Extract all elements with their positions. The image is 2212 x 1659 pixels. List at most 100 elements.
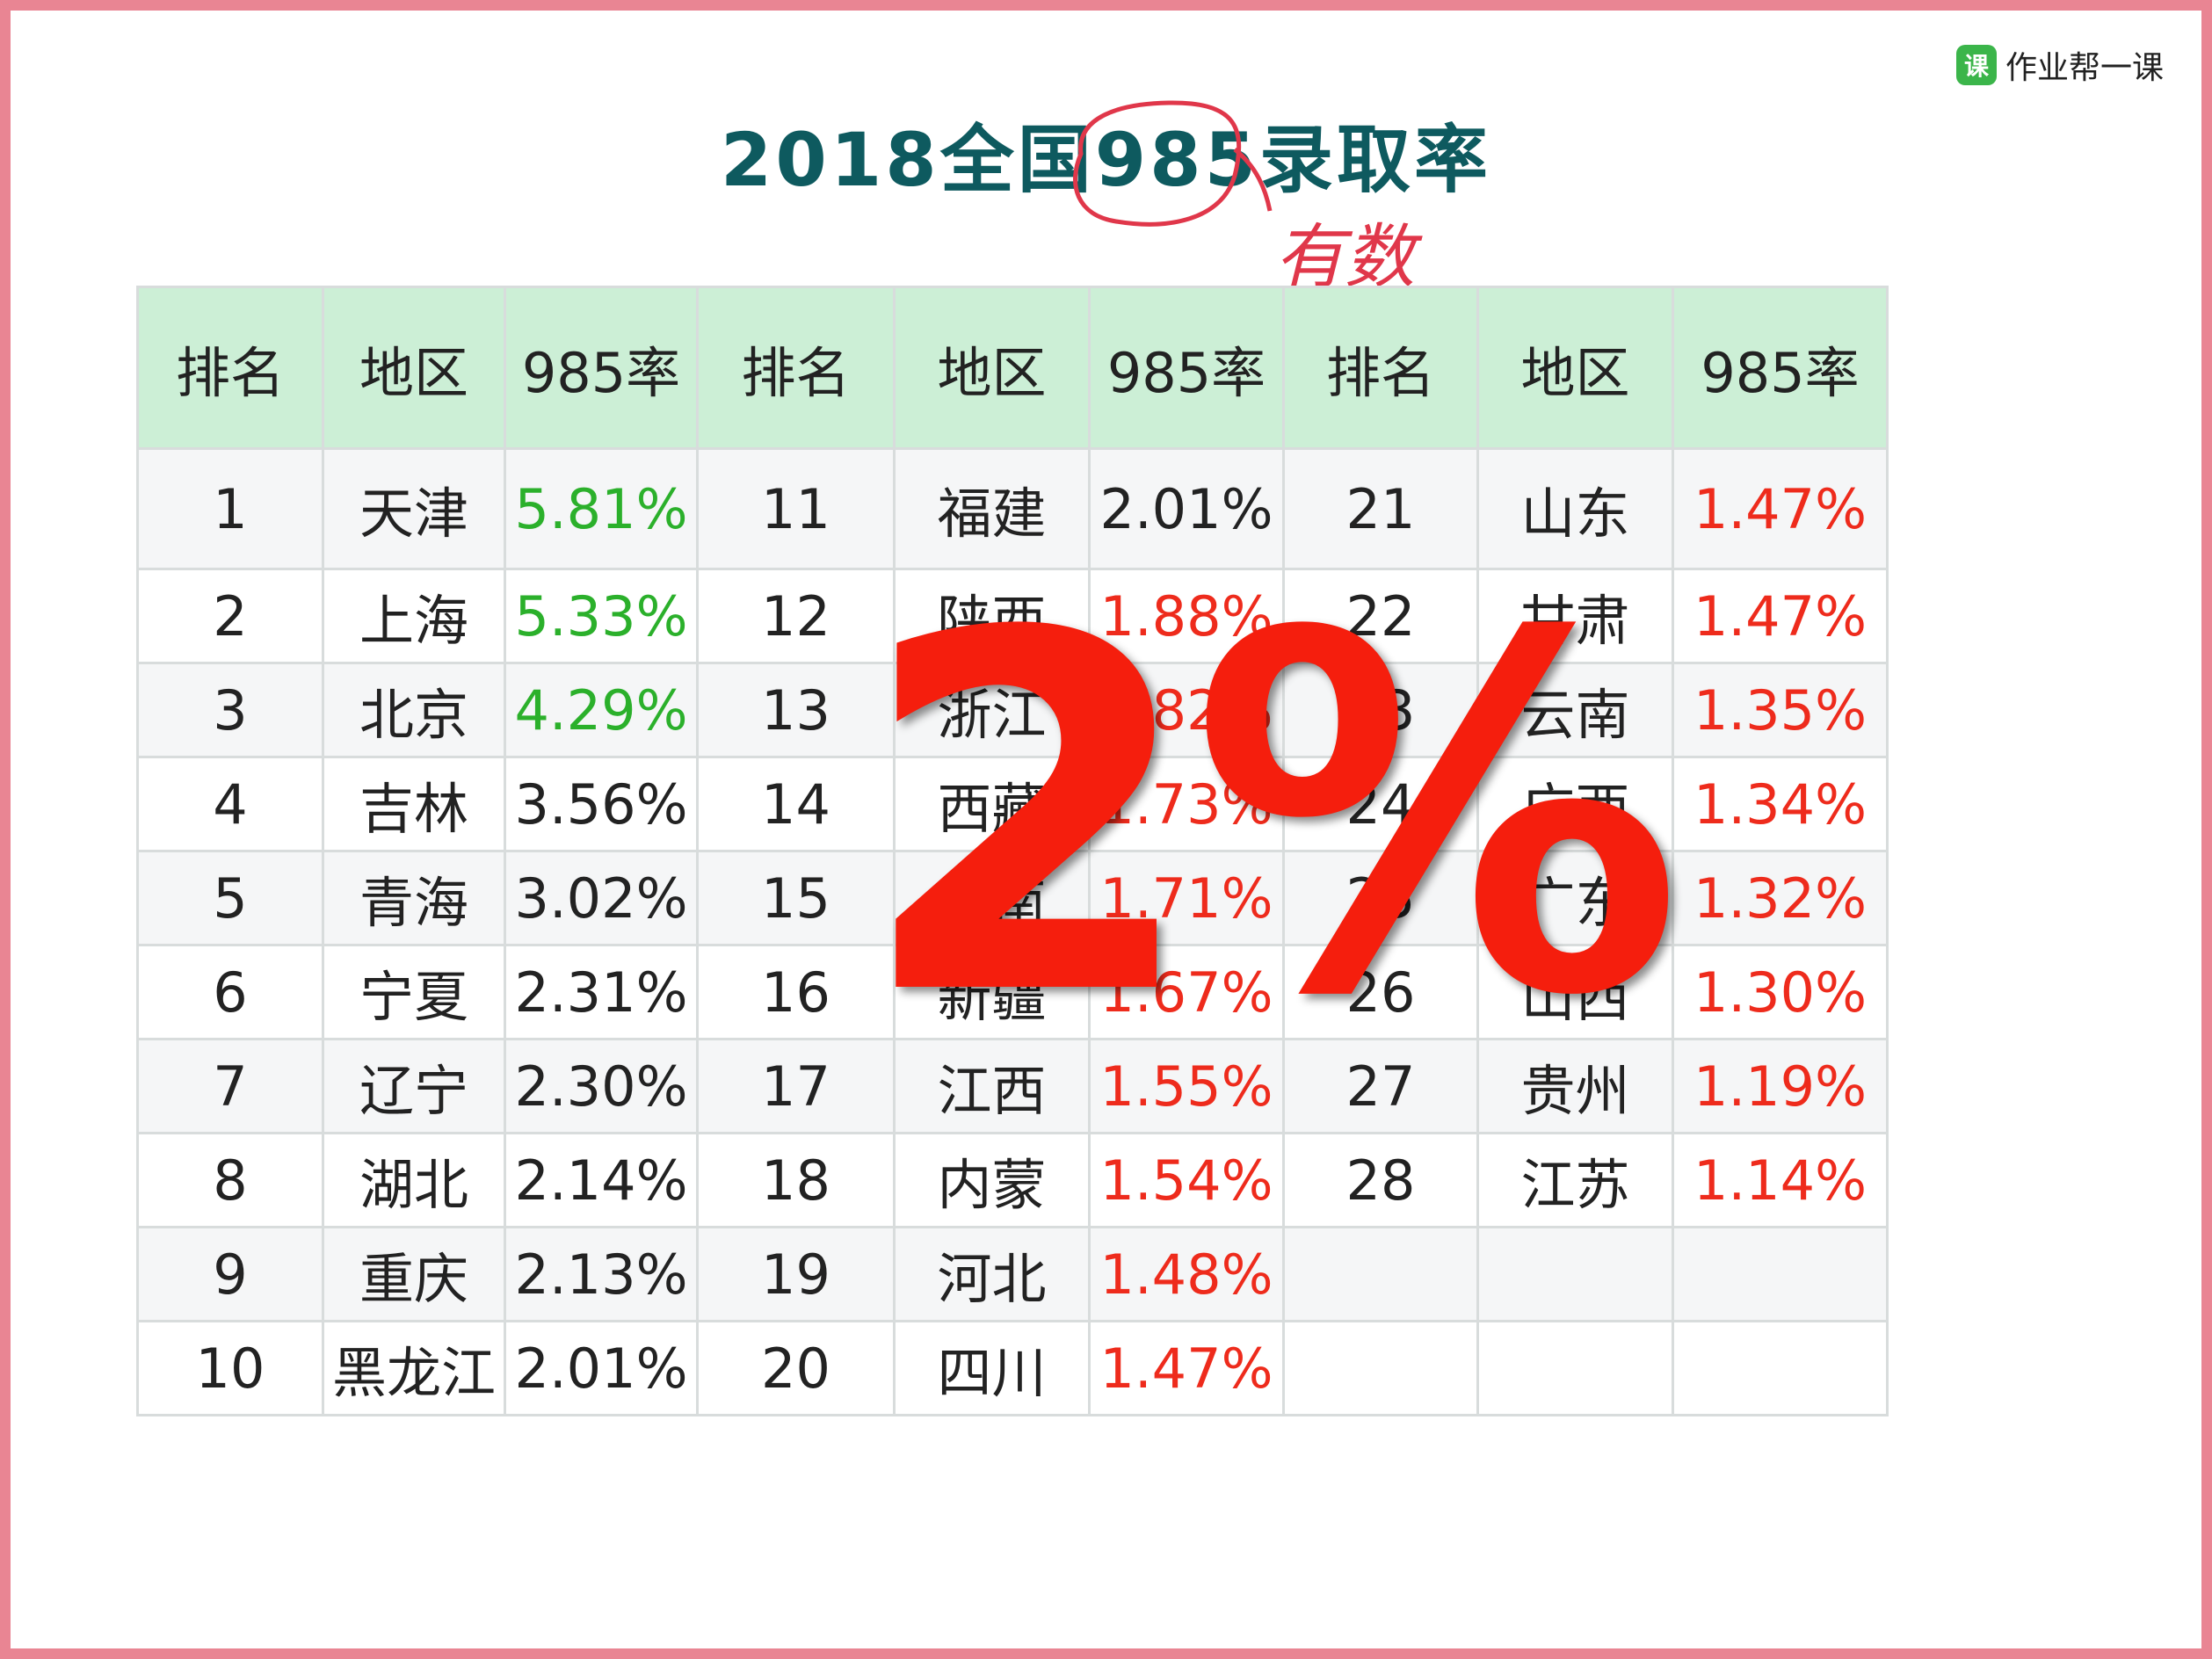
page-title: 2018全国985录取率 [720, 117, 1492, 203]
cell-rank: 4 [136, 756, 324, 852]
cell-region: 湖北 [322, 1132, 506, 1228]
cell-rate: 1.71% [1088, 850, 1285, 946]
cell-region: 天津 [322, 447, 506, 570]
cell-rank: 11 [696, 447, 896, 570]
cell-rate: 1.47% [1672, 447, 1889, 570]
cell-region: 上海 [322, 568, 506, 664]
cell-rank: 12 [696, 568, 896, 664]
cell-region: 云南 [1476, 662, 1674, 758]
column-header: 地区 [893, 286, 1091, 450]
column-header: 985率 [1088, 286, 1285, 450]
table-row: 10 黑龙江 2.01% 20 四川 1.47% [136, 1320, 1889, 1416]
cell-rank: 5 [136, 850, 324, 946]
cell-rank: 16 [696, 944, 896, 1040]
cell-region [1476, 1226, 1674, 1322]
table-row: 8 湖北 2.14% 18 内蒙 1.54% 28 江苏 1.14% [136, 1132, 1889, 1228]
cell-region: 重庆 [322, 1226, 506, 1322]
cell-region: 贵州 [1476, 1038, 1674, 1134]
cell-rank: 23 [1282, 662, 1479, 758]
column-header: 985率 [504, 286, 699, 450]
table-row: 5 青海 3.02% 15 湖南 1.71% 25 广东 1.32% [136, 850, 1889, 946]
cell-region: 福建 [893, 447, 1091, 570]
cell-rate: 1.19% [1672, 1038, 1889, 1134]
cell-rate: 1.35% [1672, 662, 1889, 758]
cell-rate: 1.47% [1088, 1320, 1285, 1416]
cell-rate [1672, 1320, 1889, 1416]
cell-rate: 2.30% [504, 1038, 699, 1134]
cell-rate: 1.55% [1088, 1038, 1285, 1134]
cell-region: 宁夏 [322, 944, 506, 1040]
cell-rate: 1.67% [1088, 944, 1285, 1040]
cell-region: 广西 [1476, 756, 1674, 852]
cell-rank: 19 [696, 1226, 896, 1322]
cell-rate: 1.14% [1672, 1132, 1889, 1228]
cell-region: 内蒙 [893, 1132, 1091, 1228]
cell-region: 西藏 [893, 756, 1091, 852]
table-body: 1 天津 5.81% 11 福建 2.01% 21 山东 1.47% 2 上海 5.33% 12 陕西 1.… [136, 447, 1889, 1416]
cell-region: 河北 [893, 1226, 1091, 1322]
column-header: 排名 [696, 286, 896, 450]
cell-rank: 17 [696, 1038, 896, 1134]
cell-rate: 1.54% [1088, 1132, 1285, 1228]
cell-rank: 22 [1282, 568, 1479, 664]
cell-rank: 27 [1282, 1038, 1479, 1134]
cell-region: 北京 [322, 662, 506, 758]
cell-rate: 2.13% [504, 1226, 699, 1322]
cell-rate: 1.48% [1088, 1226, 1285, 1322]
cell-region: 浙江 [893, 662, 1091, 758]
cell-rank: 10 [136, 1320, 324, 1416]
column-header: 地区 [322, 286, 506, 450]
overlay-percentage: 2% [857, 531, 1684, 1104]
cell-region: 陕西 [893, 568, 1091, 664]
cell-rank: 8 [136, 1132, 324, 1228]
cell-region: 四川 [893, 1320, 1091, 1416]
cell-rate: 2.01% [1088, 447, 1285, 570]
cell-region: 江苏 [1476, 1132, 1674, 1228]
brand-icon: 课 [1955, 45, 1997, 85]
cell-region: 广东 [1476, 850, 1674, 946]
cell-rate: 2.01% [504, 1320, 699, 1416]
cell-rate: 2.31% [504, 944, 699, 1040]
cell-rank: 2 [136, 568, 324, 664]
column-header: 地区 [1476, 286, 1674, 450]
cell-region: 湖南 [893, 850, 1091, 946]
cell-region: 江西 [893, 1038, 1091, 1134]
brand-logo: 课 作业帮一课 [1955, 42, 2164, 88]
table-row: 1 天津 5.81% 11 福建 2.01% 21 山东 1.47% [136, 447, 1889, 570]
table-row: 7 辽宁 2.30% 17 江西 1.55% 27 贵州 1.19% [136, 1038, 1889, 1134]
cell-rank: 20 [696, 1320, 896, 1416]
cell-rate [1672, 1226, 1889, 1322]
cell-rank [1282, 1320, 1479, 1416]
cell-rank: 7 [136, 1038, 324, 1134]
cell-rank: 1 [136, 447, 324, 570]
column-header: 排名 [1282, 286, 1479, 450]
cell-region: 吉林 [322, 756, 506, 852]
cell-rank: 3 [136, 662, 324, 758]
brand-name: 作业帮一课 [2005, 50, 2164, 86]
cell-rank: 15 [696, 850, 896, 946]
cell-region: 黑龙江 [322, 1320, 506, 1416]
admission-rate-table: 排名 地区 985率 排名 地区 985率 排名 地区 985率 1 天津 5.81% 11 福建 2.0… [136, 286, 1889, 1416]
cell-rank: 14 [696, 756, 896, 852]
table-row: 9 重庆 2.13% 19 河北 1.48% [136, 1226, 1889, 1322]
table-row: 2 上海 5.33% 12 陕西 1.88% 22 甘肃 1.47% [136, 568, 1889, 664]
cell-rate: 2.14% [504, 1132, 699, 1228]
column-header: 排名 [136, 286, 324, 450]
table-header-row: 排名 地区 985率 排名 地区 985率 排名 地区 985率 [136, 286, 1889, 450]
cell-rate: 1.73% [1088, 756, 1285, 852]
cell-region: 辽宁 [322, 1038, 506, 1134]
cell-rate: 4.29% [504, 662, 699, 758]
table-row: 6 宁夏 2.31% 16 新疆 1.67% 26 山西 1.30% [136, 944, 1889, 1040]
cell-rank [1282, 1226, 1479, 1322]
cell-region: 青海 [322, 850, 506, 946]
cell-rate: 1.82% [1088, 662, 1285, 758]
cell-rank: 21 [1282, 447, 1479, 570]
table-row: 4 吉林 3.56% 14 西藏 1.73% 24 广西 1.34% [136, 756, 1889, 852]
cell-rank: 6 [136, 944, 324, 1040]
cell-rate: 5.81% [504, 447, 699, 570]
cell-rank: 9 [136, 1226, 324, 1322]
cell-rank: 26 [1282, 944, 1479, 1040]
cell-rate: 1.32% [1672, 850, 1889, 946]
cell-rate: 3.56% [504, 756, 699, 852]
cell-rank: 18 [696, 1132, 896, 1228]
